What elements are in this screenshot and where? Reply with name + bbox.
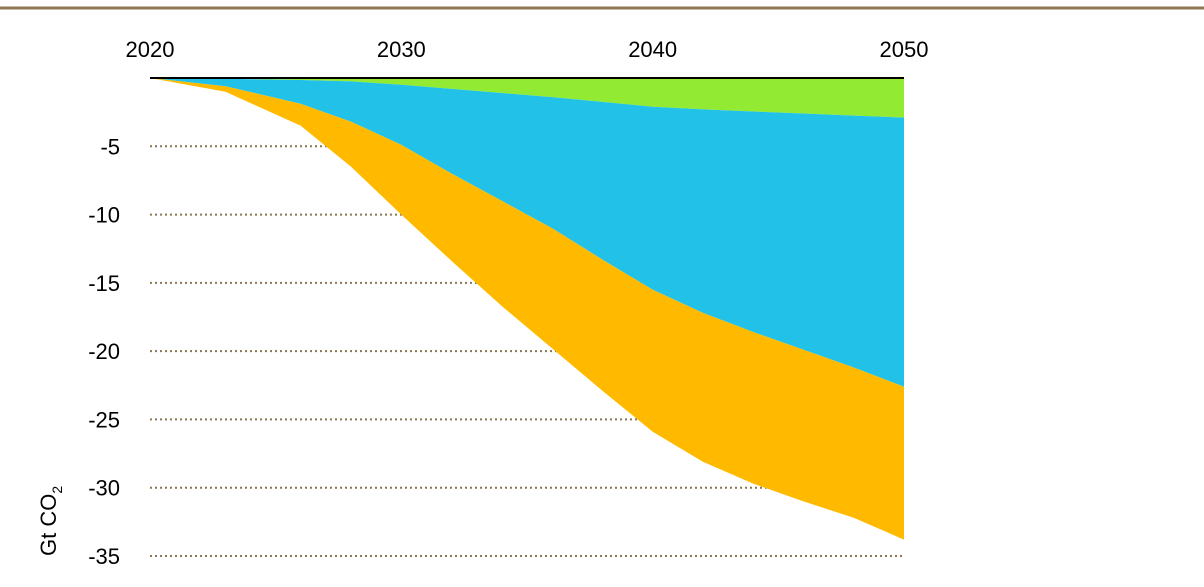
y-tick-label: -25 (88, 407, 120, 432)
y-tick-label: -20 (88, 339, 120, 364)
x-tick-label: 2040 (628, 37, 677, 62)
y-tick-label: -15 (88, 271, 120, 296)
area-series-3 (150, 78, 904, 540)
y-tick-label: -35 (88, 544, 120, 569)
y-tick-label: -10 (88, 203, 120, 228)
x-axis-ticks: 2020 2030 2040 2050 (126, 37, 929, 62)
area-series-1 (150, 78, 904, 118)
y-tick-label: -5 (100, 134, 120, 159)
x-tick-label: 2020 (126, 37, 175, 62)
area-series-2 (150, 78, 904, 387)
x-tick-label: 2030 (377, 37, 426, 62)
y-tick-label: -30 (88, 476, 120, 501)
x-tick-label: 2050 (880, 37, 929, 62)
y-axis-label-subscript: 2 (49, 486, 65, 494)
y-axis-label: Gt CO2 (36, 486, 65, 556)
y-axis-label-main: Gt CO (36, 494, 61, 556)
stacked-areas (150, 78, 904, 540)
y-axis-ticks: -5 -10 -15 -20 -25 -30 -35 (88, 134, 120, 569)
